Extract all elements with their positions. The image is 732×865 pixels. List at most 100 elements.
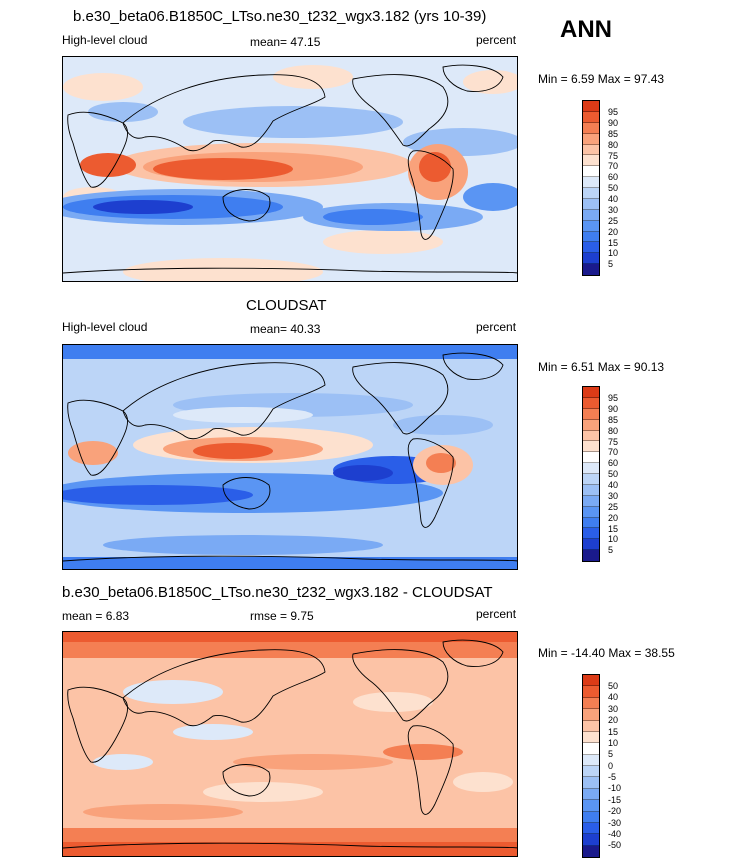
colorbar-tick-label: 70 [608, 161, 619, 172]
colorbar-tick-label: 40 [608, 692, 619, 703]
colorbar-swatch [583, 231, 599, 243]
colorbar-swatch [583, 177, 599, 188]
colorbar-tick-label: 15 [608, 523, 619, 534]
colorbar-tick-label: 90 [608, 117, 619, 128]
panel3-mean-label: mean = 6.83 [62, 609, 130, 623]
colorbar-swatch [583, 495, 599, 507]
panel3-contour-field [63, 632, 517, 856]
colorbar-tick-label: 20 [608, 715, 619, 726]
colorbar-tick-label: 30 [608, 703, 619, 714]
colorbar-swatch [583, 766, 599, 778]
colorbar-swatch [583, 133, 599, 145]
colorbar-swatch [583, 264, 599, 275]
colorbar-swatch [583, 709, 599, 721]
colorbar-tick-label: 95 [608, 393, 619, 403]
colorbar-swatch [583, 800, 599, 812]
colorbar-swatch [583, 144, 599, 156]
colorbar-tick-label: 80 [608, 139, 619, 150]
colorbar-tick-label: 70 [608, 447, 619, 458]
colorbar-swatch [583, 506, 599, 518]
colorbar-swatch [583, 111, 599, 123]
colorbar-tick-label: 60 [608, 458, 619, 469]
colorbar-tick-label: 85 [608, 128, 619, 139]
colorbar-tick-label: 75 [608, 150, 619, 161]
colorbar-swatch [583, 242, 599, 254]
colorbar-tick-label: -40 [608, 828, 622, 839]
colorbar-swatch [583, 419, 599, 431]
colorbar-tick-label: 75 [608, 436, 619, 447]
colorbar-swatch [583, 441, 599, 453]
colorbar-tick-label: 25 [608, 501, 619, 512]
colorbar-swatch [583, 697, 599, 710]
colorbar-tick-label: 20 [608, 512, 619, 523]
colorbar-swatch [583, 788, 599, 801]
panel1-colorbar-labels: 95 90 85 80 75 70 60 50 40 30 25 20 15 10 5 [608, 107, 618, 270]
panel3-colorbar [582, 674, 600, 858]
colorbar-swatch [583, 834, 599, 846]
colorbar-swatch [583, 220, 599, 232]
colorbar-swatch [583, 686, 599, 698]
colorbar-swatch [583, 720, 599, 732]
colorbar-swatch [583, 430, 599, 442]
colorbar-swatch [583, 731, 599, 744]
colorbar-swatch [583, 517, 599, 529]
colorbar-swatch [583, 754, 599, 766]
colorbar-tick-label: 30 [608, 490, 619, 501]
colorbar-swatch [583, 528, 599, 540]
colorbar-swatch [583, 452, 599, 464]
colorbar-swatch [583, 387, 599, 398]
colorbar-tick-label: 50 [608, 183, 619, 194]
colorbar-swatch [583, 845, 599, 857]
panel3-units-label: percent [476, 607, 517, 621]
colorbar-swatch [583, 675, 599, 687]
colorbar-swatch [583, 101, 599, 112]
colorbar-tick-label: -20 [608, 806, 622, 817]
colorbar-swatch [583, 209, 599, 221]
colorbar-tick-label: 85 [608, 414, 619, 425]
colorbar-swatch [583, 122, 599, 134]
panel2-variable-label: High-level cloud [62, 320, 148, 334]
panel3-map [62, 631, 518, 857]
colorbar-swatch [583, 777, 599, 789]
colorbar-tick-label: 15 [608, 726, 619, 737]
colorbar-tick-label: 10 [608, 248, 619, 259]
panel1-title: b.e30_beta06.B1850C_LTso.ne30_t232_wgx3.… [73, 8, 487, 25]
colorbar-swatch [583, 822, 599, 835]
panel2-units-label: percent [476, 320, 517, 334]
colorbar-tick-label: -50 [608, 840, 622, 851]
colorbar-tick-label: 50 [608, 681, 619, 691]
colorbar-tick-label: 5 [608, 545, 614, 556]
panel1-minmax: Min = 6.59 Max = 97.43 [538, 72, 665, 86]
panel2-mean-label: mean= 40.33 [250, 322, 321, 336]
colorbar-tick-label: 30 [608, 204, 619, 215]
colorbar-tick-label: 80 [608, 425, 619, 436]
colorbar-swatch [583, 463, 599, 474]
colorbar-tick-label: -15 [608, 794, 622, 805]
colorbar-tick-label: 60 [608, 172, 619, 183]
colorbar-tick-label: 40 [608, 194, 619, 204]
colorbar-tick-label: 50 [608, 469, 619, 480]
colorbar-swatch [583, 188, 599, 199]
colorbar-tick-label: 0 [608, 760, 614, 771]
colorbar-tick-label: 10 [608, 737, 619, 748]
colorbar-swatch [583, 811, 599, 823]
panel1-colorbar [582, 100, 600, 276]
colorbar-tick-label: 25 [608, 215, 619, 226]
panel3-title: b.e30_beta06.B1850C_LTso.ne30_t232_wgx3.… [62, 584, 493, 601]
panel3-colorbar-labels: 50 40 30 20 15 10 5 0 -5 -10 -15 -20 -30 -40 -50 [608, 681, 621, 852]
colorbar-tick-label: 10 [608, 534, 619, 545]
panel2-minmax: Min = 6.51 Max = 90.13 [538, 360, 665, 374]
colorbar-swatch [583, 397, 599, 409]
panel1-mean-label: mean= 47.15 [250, 35, 321, 49]
colorbar-tick-label: -5 [608, 772, 617, 782]
season-label: ANN [560, 16, 612, 43]
colorbar-swatch [583, 550, 599, 561]
panel2-colorbar-labels: 95 90 85 80 75 70 60 50 40 30 25 20 15 10 5 [608, 393, 618, 556]
panel1-units-label: percent [476, 33, 517, 47]
panel2-colorbar [582, 386, 600, 562]
panel1-variable-label: High-level cloud [62, 33, 148, 47]
colorbar-tick-label: -10 [608, 783, 622, 794]
panel1-contour-field [63, 57, 517, 281]
colorbar-swatch [583, 408, 599, 420]
panel2-title: CLOUDSAT [246, 297, 327, 314]
